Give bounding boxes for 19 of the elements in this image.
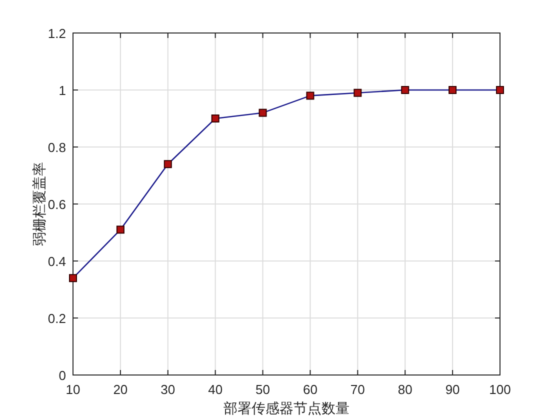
y-axis-title: 弱栅栏覆盖率 [32,162,48,246]
y-tick-label: 1 [58,83,66,98]
x-tick-label: 40 [208,382,223,397]
x-tick-label: 80 [398,382,412,397]
y-tick-label: 0.8 [48,140,66,155]
y-tick-label: 0 [58,368,66,383]
y-tick-label: 1.2 [48,26,66,41]
x-axis-title: 部署传感器节点数量 [224,401,350,417]
y-tick-label: 0.6 [48,197,66,212]
y-tick-label: 0.4 [48,254,66,269]
x-tick-label: 100 [489,382,511,397]
x-tick-label: 30 [160,382,176,397]
x-tick-label: 10 [66,382,80,397]
x-tick-label: 90 [445,382,460,397]
x-tick-label: 50 [256,382,270,397]
x-tick-label: 60 [302,382,318,397]
y-tick-label: 0.2 [48,311,66,326]
x-tick-label: 70 [350,382,365,397]
x-tick-label: 20 [113,382,128,397]
